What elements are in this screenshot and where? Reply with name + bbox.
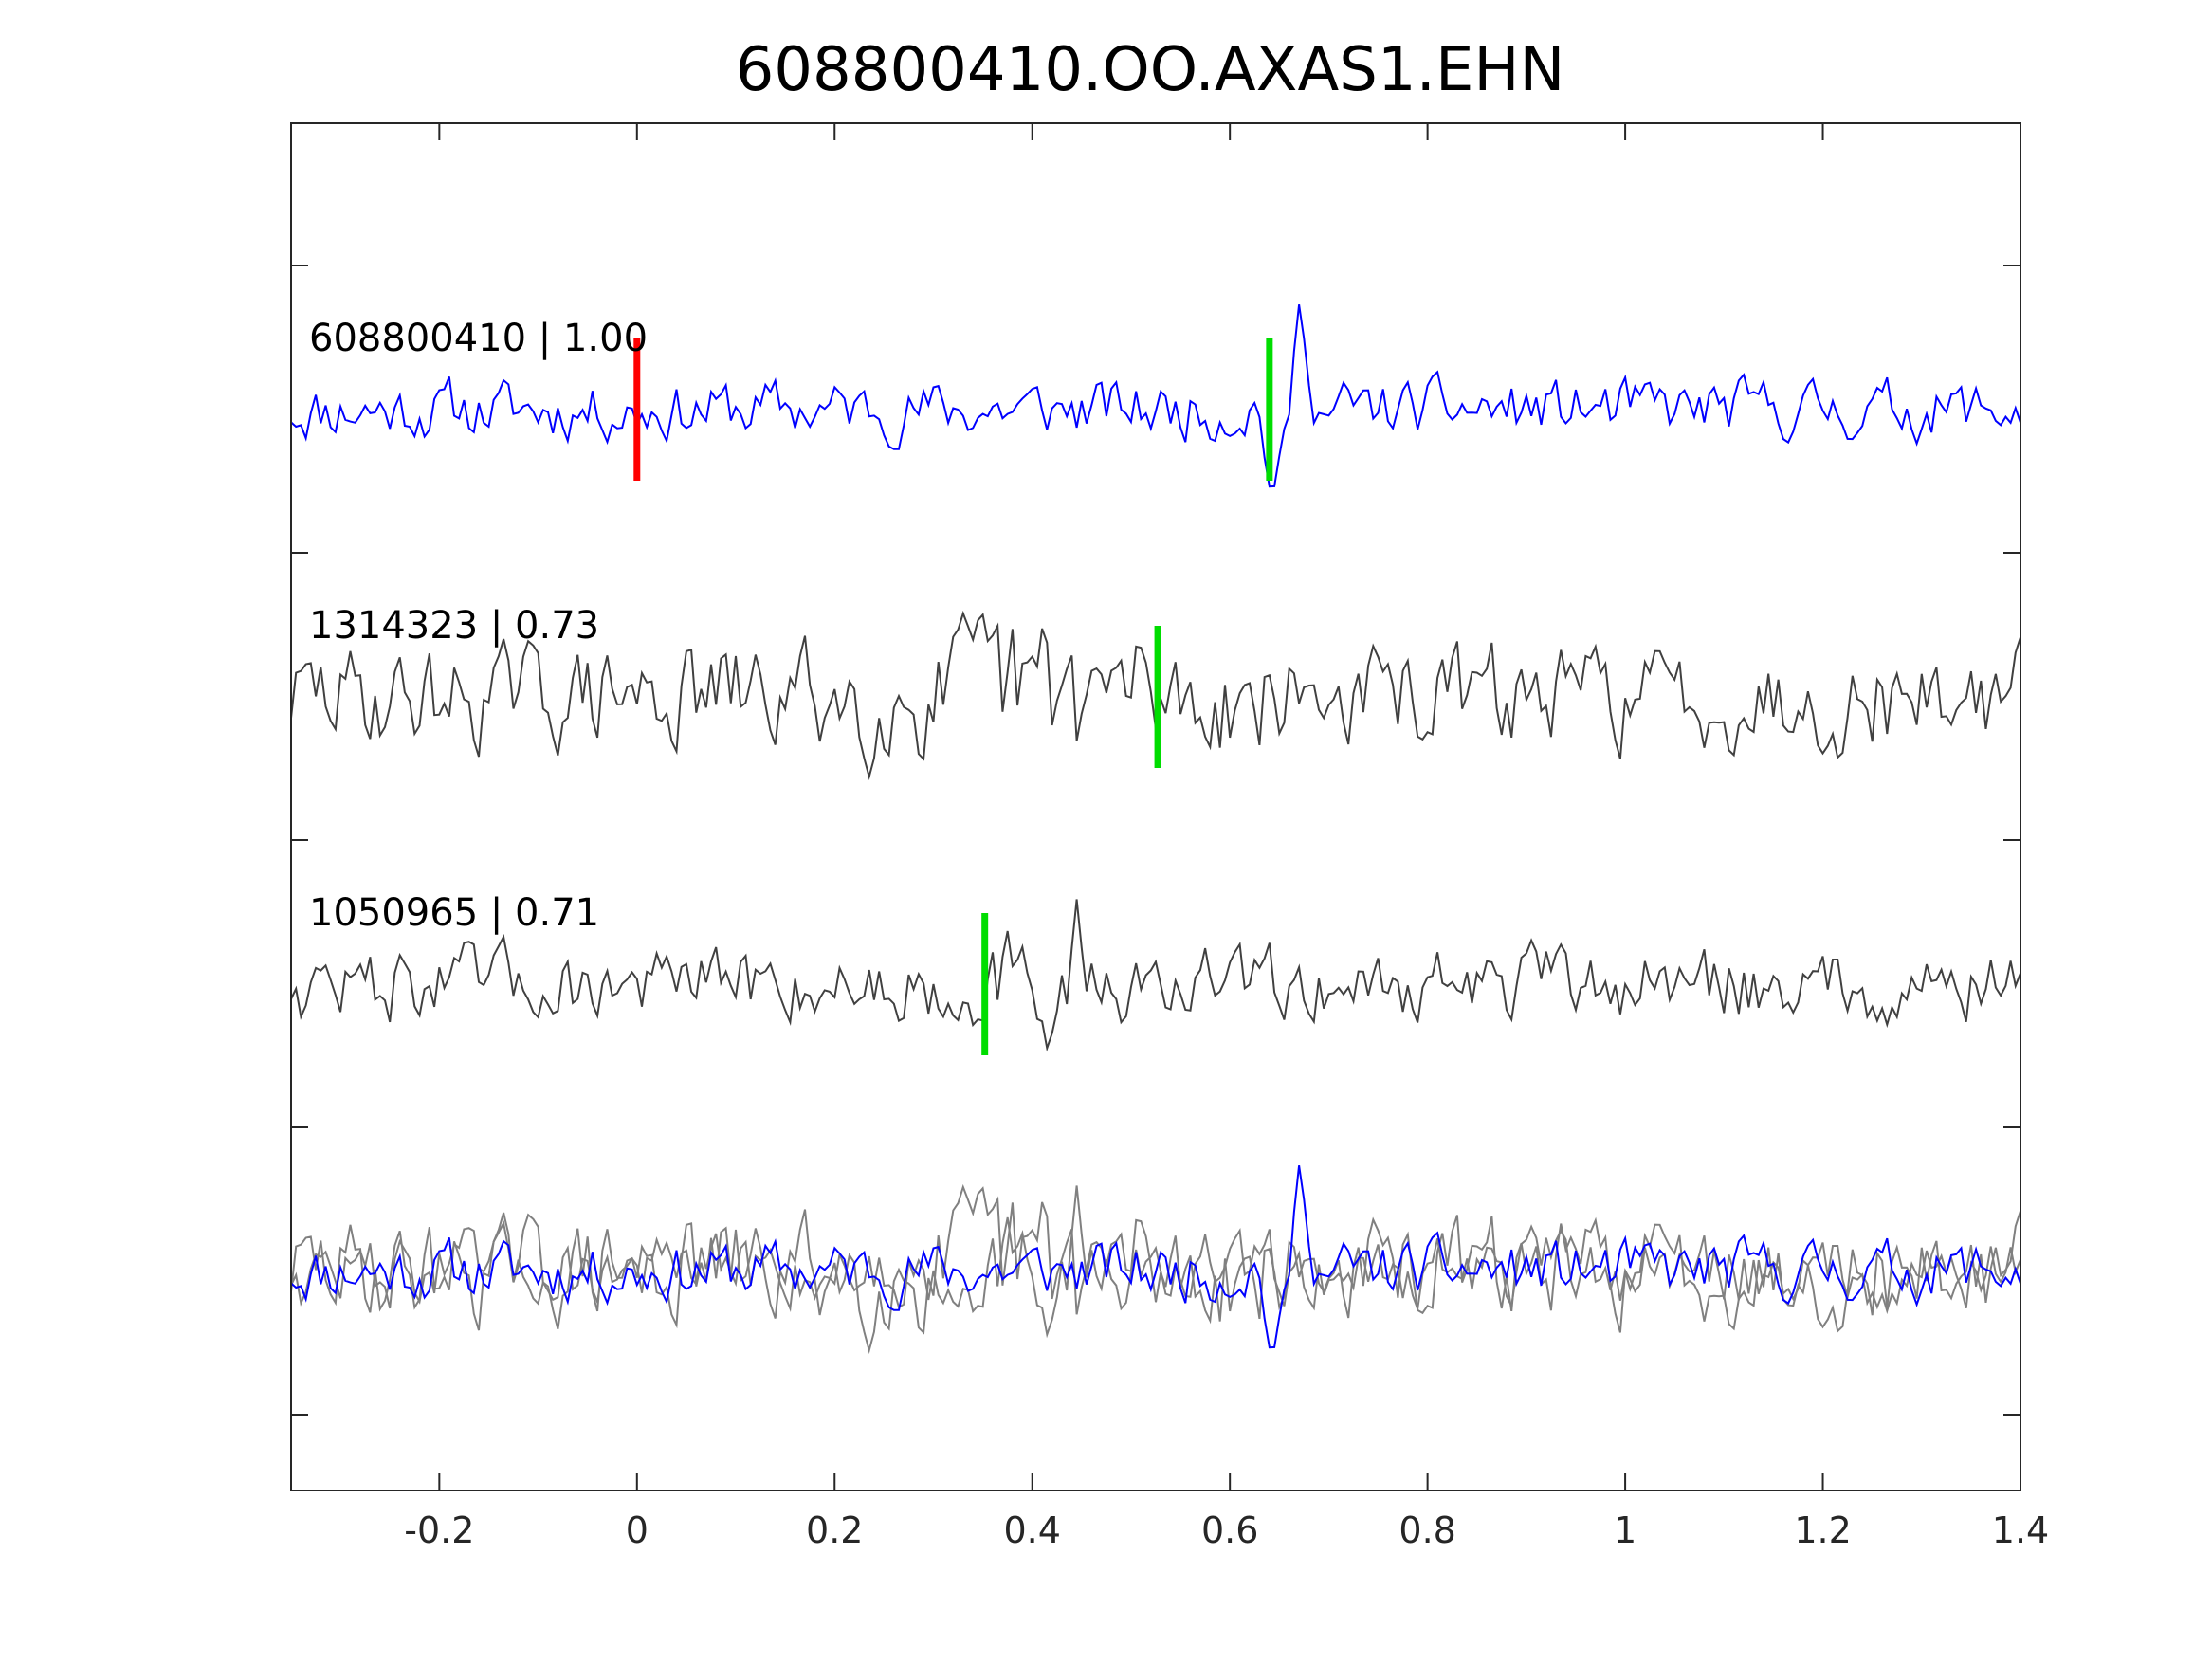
trace-line-3 <box>290 899 2021 1052</box>
x-tick-label-4: 0.6 <box>1201 1509 1258 1551</box>
overlay-trace-3 <box>290 1185 2021 1339</box>
chart-title: 608800410.OO.AXAS1.EHN <box>736 35 1565 105</box>
x-tick-label-1: 0 <box>626 1509 649 1551</box>
ticks-layer <box>291 123 2021 1490</box>
axes-frame <box>290 122 2021 1491</box>
trace-label-3: 1050965 | 0.71 <box>309 891 599 935</box>
x-tick-label-7: 1.2 <box>1794 1509 1851 1551</box>
trace-label-1: 608800410 | 1.00 <box>309 317 648 360</box>
traces-layer <box>290 304 2021 1355</box>
trace-labels-layer: 608800410 | 1.00 1314323 | 0.73 1050965 | … <box>309 317 648 935</box>
x-tick-label-6: 1 <box>1614 1509 1636 1551</box>
trace-label-2: 1314323 | 0.73 <box>309 604 599 648</box>
overlay-trace-2 <box>290 1183 2021 1355</box>
x-tick-label-8: 1.4 <box>1992 1509 2049 1551</box>
x-tick-label-0: -0.2 <box>404 1509 474 1551</box>
x-tick-label-3: 0.4 <box>1003 1509 1060 1551</box>
x-tick-label-2: 0.2 <box>806 1509 863 1551</box>
overlay-trace-1 <box>290 1165 2021 1349</box>
x-tick-label-5: 0.8 <box>1398 1509 1455 1551</box>
trace-line-1 <box>290 304 2021 488</box>
picks-layer <box>633 338 1273 1055</box>
x-tick-labels: -0.2 0 0.2 0.4 0.6 0.8 1 1.2 1.4 <box>404 1509 2049 1551</box>
